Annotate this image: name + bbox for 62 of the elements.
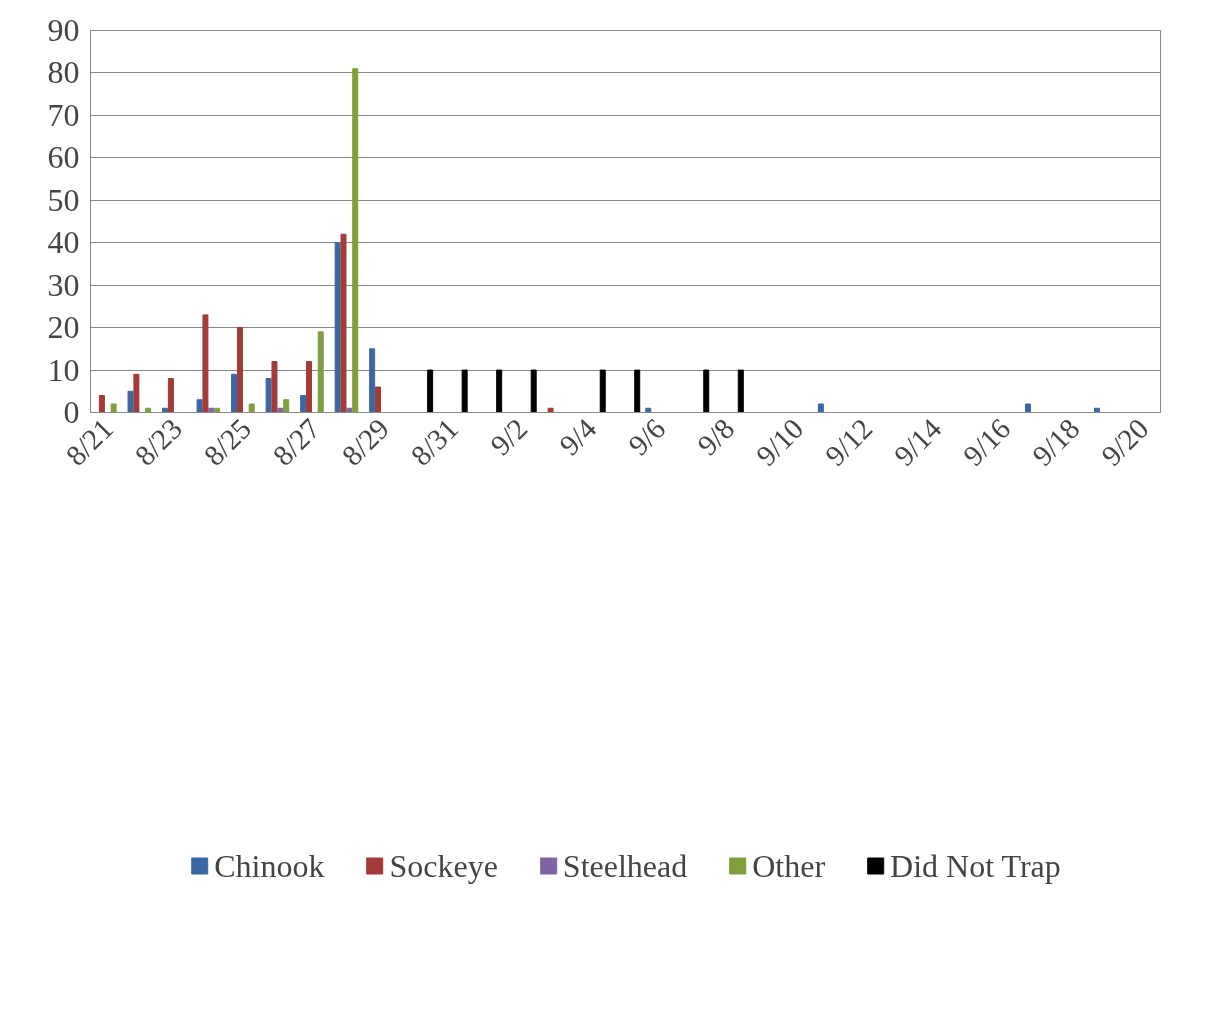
y-tick-label: 10 bbox=[47, 351, 80, 388]
x-tick-label: 8/31 bbox=[404, 412, 465, 472]
x-tick-label: 8/27 bbox=[266, 412, 327, 472]
bar bbox=[133, 373, 140, 413]
bar bbox=[599, 369, 606, 413]
legend-label: Did Not Trap bbox=[890, 847, 1061, 885]
bar bbox=[352, 68, 359, 413]
y-tick-label: 70 bbox=[47, 96, 80, 133]
y-tick-label: 40 bbox=[47, 224, 80, 261]
bar bbox=[334, 242, 341, 413]
bar bbox=[300, 395, 307, 413]
bar bbox=[283, 399, 290, 413]
y-tick-label: 0 bbox=[63, 394, 80, 430]
x-tick-label: 9/18 bbox=[1026, 412, 1086, 472]
y-tick-label: 50 bbox=[47, 181, 80, 218]
bar bbox=[271, 361, 278, 413]
bar bbox=[530, 369, 537, 413]
bar bbox=[317, 331, 324, 413]
bar bbox=[248, 403, 255, 413]
y-tick-label: 20 bbox=[47, 309, 80, 346]
x-tick-label: 9/4 bbox=[553, 411, 603, 462]
x-tick-label: 9/12 bbox=[818, 412, 879, 472]
y-tick-label: 80 bbox=[47, 54, 80, 91]
x-tick-label: 9/14 bbox=[887, 411, 948, 472]
bar bbox=[375, 386, 382, 413]
bar bbox=[236, 327, 243, 413]
bar bbox=[427, 369, 434, 413]
bar bbox=[127, 390, 134, 413]
bar bbox=[634, 369, 641, 413]
bar bbox=[231, 373, 238, 413]
bar bbox=[496, 369, 503, 413]
bar bbox=[737, 369, 744, 413]
y-tick-label: 30 bbox=[47, 266, 80, 303]
y-tick-label: 90 bbox=[47, 12, 80, 48]
bar bbox=[817, 403, 824, 413]
bar bbox=[196, 399, 203, 413]
x-tick-label: 8/23 bbox=[128, 412, 189, 472]
bar bbox=[98, 395, 105, 413]
bar bbox=[547, 407, 554, 413]
x-tick-label: 9/6 bbox=[622, 412, 672, 462]
bar bbox=[461, 369, 468, 413]
x-tick-label: 9/2 bbox=[484, 412, 534, 462]
x-tick-label: 9/8 bbox=[691, 412, 741, 462]
bar bbox=[369, 348, 376, 413]
bar bbox=[703, 369, 710, 413]
x-tick-label: 8/25 bbox=[197, 412, 258, 472]
legend-label: Chinook bbox=[214, 847, 325, 885]
bar bbox=[167, 378, 174, 413]
x-tick-label: 9/16 bbox=[956, 412, 1017, 472]
legend-label: Sockeye bbox=[389, 847, 498, 885]
x-tick-label: 9/10 bbox=[749, 412, 810, 472]
legend-label: Other bbox=[752, 847, 826, 885]
bar bbox=[265, 378, 272, 413]
x-tick-label: 8/29 bbox=[335, 412, 396, 472]
bar bbox=[1024, 403, 1031, 413]
bar bbox=[202, 314, 209, 413]
legend-label: Steelhead bbox=[562, 847, 688, 885]
x-tick-label: 9/20 bbox=[1095, 412, 1155, 472]
bar bbox=[340, 233, 347, 413]
bar bbox=[305, 361, 312, 413]
bar bbox=[110, 403, 117, 413]
y-tick-label: 60 bbox=[47, 139, 80, 176]
